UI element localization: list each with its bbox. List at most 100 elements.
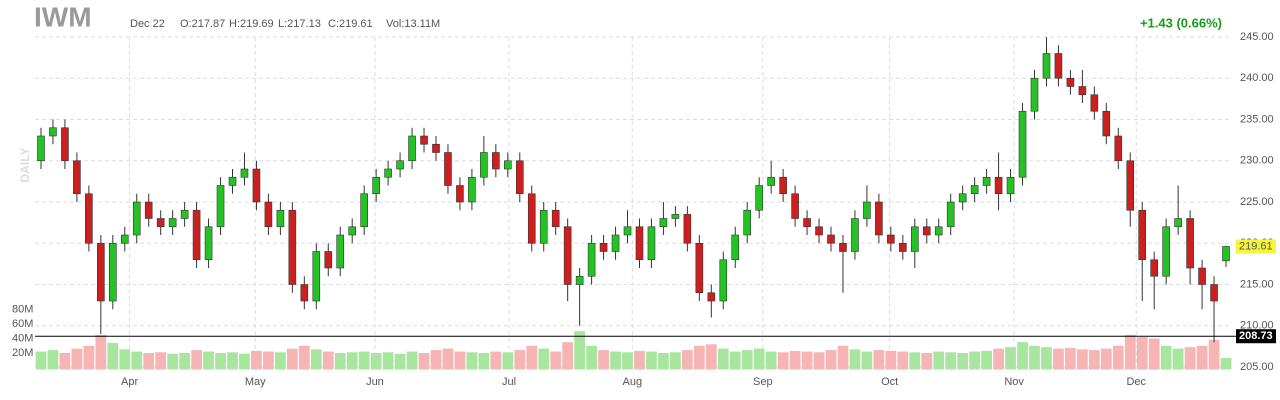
volume-bar (430, 350, 442, 370)
volume-bar (610, 351, 621, 370)
candle-body (1162, 226, 1170, 277)
candle-body (934, 226, 943, 236)
volume-bar (729, 351, 741, 370)
volume-bar (1160, 345, 1172, 370)
candle-body (1018, 110, 1027, 178)
candle-body (132, 201, 141, 236)
volume-bar (909, 352, 921, 370)
candle-body (982, 176, 991, 186)
candle-body (1138, 209, 1147, 261)
candle-body (970, 185, 979, 195)
volume-bar (167, 353, 179, 370)
candle-body (1210, 284, 1218, 302)
volume-bar (550, 351, 562, 370)
volume-bar (274, 352, 286, 370)
volume-bar (1005, 347, 1016, 370)
volume-bar (155, 352, 167, 370)
x-tick-label: Jun (366, 376, 384, 388)
close-label: C:219.61 (328, 18, 373, 30)
candle-body (527, 193, 536, 244)
last-price-tag (1236, 239, 1276, 254)
candle-body (958, 193, 967, 203)
volume-bar (538, 348, 550, 370)
candle-body (683, 214, 692, 244)
candle-body (73, 160, 81, 195)
volume-tick-label: 60M (12, 318, 33, 330)
candle-body (204, 226, 213, 261)
candle-body (587, 242, 596, 277)
y-tick-label: 240.00 (1240, 72, 1274, 84)
candle-body (551, 209, 560, 228)
candle-body (1030, 77, 1039, 112)
candle-body (563, 226, 572, 285)
volume-bar (801, 351, 813, 370)
volume-bar (334, 353, 346, 370)
x-tick-label: Apr (121, 376, 138, 388)
volume-bar (849, 349, 861, 370)
candle-body (1114, 135, 1123, 162)
volume-bar (670, 352, 681, 370)
candle-body (168, 218, 177, 228)
candle-body (707, 292, 716, 302)
volume-bar (1100, 348, 1112, 370)
volume-bar (885, 350, 897, 370)
volume-bar (933, 351, 945, 370)
candle-body (767, 176, 775, 186)
volume-label: Vol:13.11M (386, 18, 440, 30)
candle-body (61, 127, 69, 162)
volume-bar (1124, 334, 1136, 370)
candle-body (1006, 176, 1015, 195)
y-tick-label: 205.00 (1240, 361, 1274, 373)
y-tick-label: 225.00 (1240, 196, 1274, 208)
volume-tick-label: 20M (12, 347, 33, 359)
volume-bar (861, 351, 873, 370)
volume-bar (1196, 345, 1208, 370)
y-tick-label: 245.00 (1240, 31, 1274, 43)
volume-bar (179, 353, 191, 370)
candle-body (49, 127, 57, 137)
candle-body (791, 193, 799, 219)
y-tick-label: 215.00 (1240, 278, 1274, 290)
candle-body (324, 251, 333, 269)
volume-bar (286, 348, 298, 370)
candle-body (1090, 94, 1099, 112)
candle-body (252, 168, 261, 203)
candle-body (240, 168, 249, 178)
volume-bar (1088, 350, 1100, 370)
x-tick-label: Nov (1004, 376, 1024, 388)
volume-bar (598, 350, 609, 370)
candle-body (504, 160, 512, 170)
candle-body (671, 214, 680, 219)
volume-bar (562, 342, 574, 370)
candle-body (408, 135, 416, 162)
volume-bar (478, 353, 490, 370)
high-label: H:219.69 (229, 18, 274, 30)
candle-body (575, 275, 584, 285)
candle-body (420, 135, 428, 145)
volume-bar (95, 334, 107, 370)
period-label: DAILY (18, 148, 32, 183)
candle-body (360, 193, 368, 228)
volume-bar (1184, 347, 1196, 370)
candle-body (144, 201, 153, 219)
volume-bar (251, 350, 262, 370)
candle-body (659, 218, 668, 228)
candle-body (396, 160, 404, 170)
volume-bar (945, 352, 957, 370)
reference-label: 208.73 (1239, 330, 1273, 342)
volume-bar (993, 348, 1004, 370)
volume-bar (346, 352, 358, 370)
volume-bar (574, 331, 586, 370)
candle-body (755, 185, 763, 211)
volume-bar (358, 351, 370, 370)
candle-body (863, 201, 871, 219)
candle-body (109, 242, 117, 302)
volume-bar (789, 350, 801, 370)
y-tick-label: 235.00 (1240, 113, 1274, 125)
volume-bar (705, 344, 717, 370)
candle-body (779, 176, 787, 195)
volume-bar (1053, 348, 1064, 370)
candle-body (288, 209, 297, 285)
volume-bar (1076, 349, 1088, 370)
x-tick-label: Jul (502, 376, 516, 388)
